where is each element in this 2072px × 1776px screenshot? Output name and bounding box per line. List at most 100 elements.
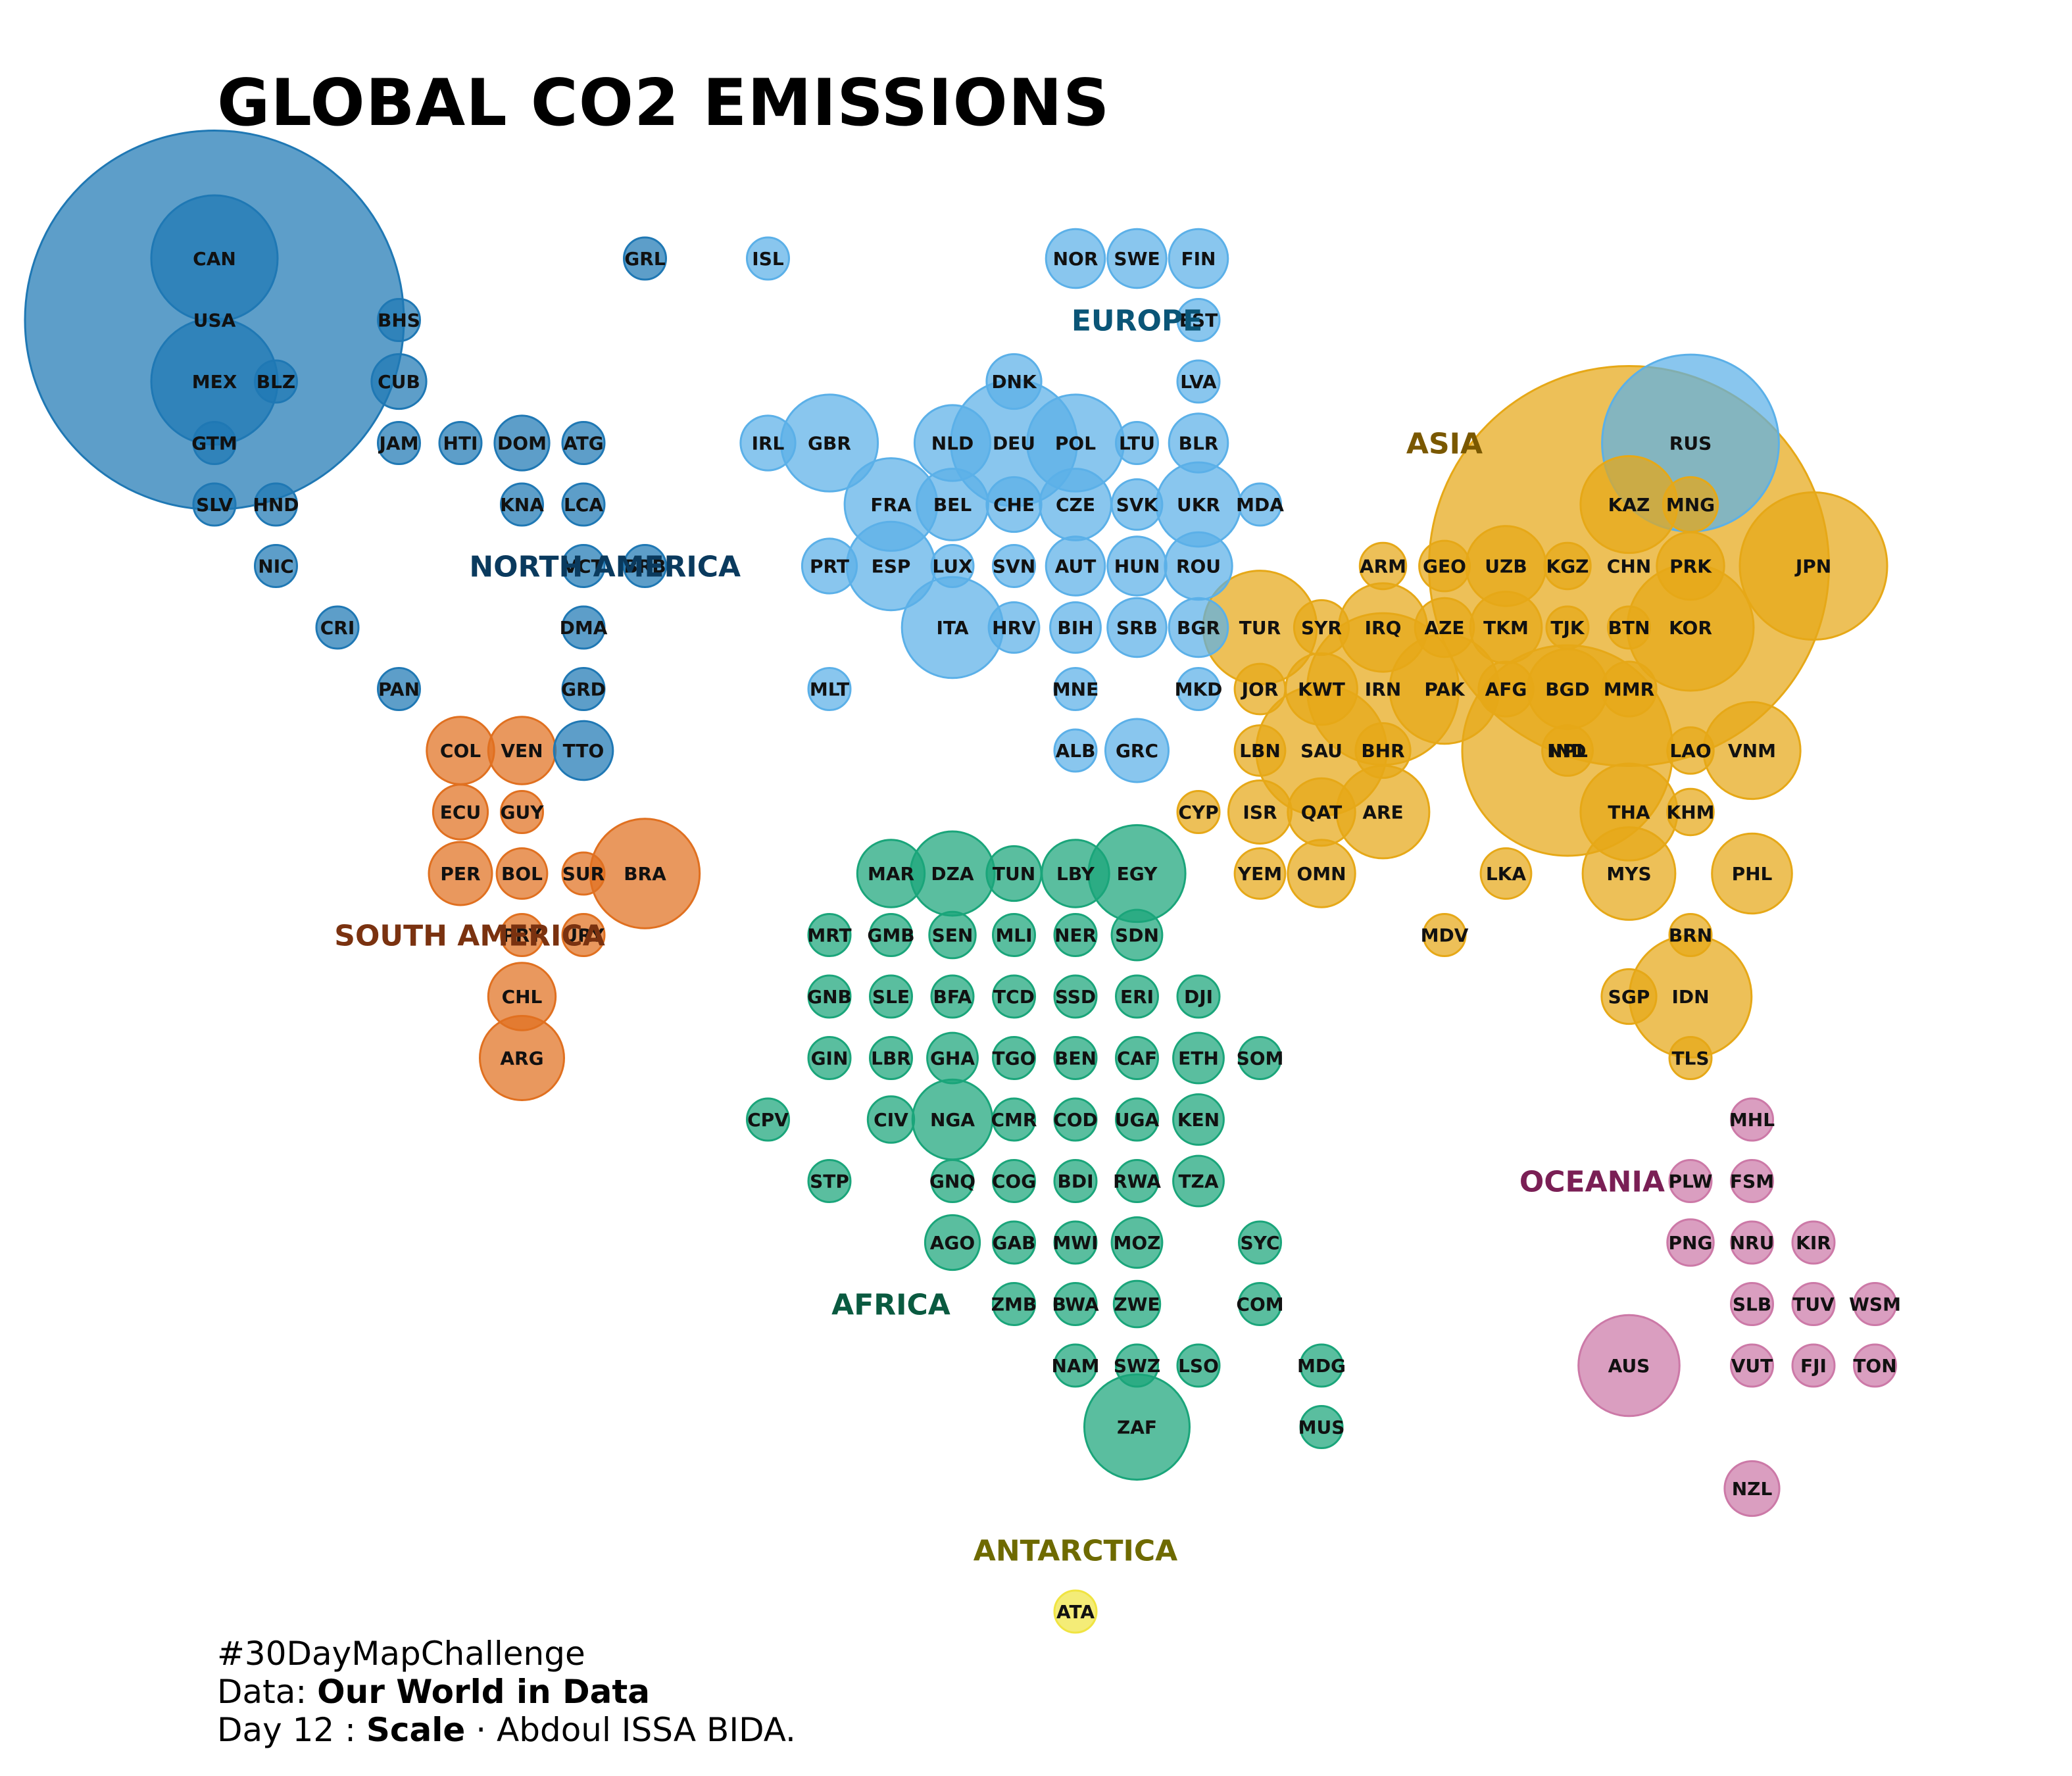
- bubble-swe: [1106, 228, 1168, 289]
- hashtag: #30DayMapChallenge: [217, 1635, 585, 1673]
- bubble-bfa: [930, 974, 975, 1019]
- bubble-gtm: [192, 421, 237, 465]
- country-code-cpv: CPV: [747, 1109, 789, 1131]
- bubble-npl: [1541, 724, 1594, 777]
- bubble-sur: [561, 851, 606, 896]
- country-code-mus: MUS: [1298, 1417, 1345, 1439]
- country-code-pan: PAN: [378, 679, 420, 701]
- country-code-brn: BRN: [1669, 925, 1712, 947]
- country-code-mex: MEX: [192, 371, 237, 393]
- country-code-mrt: MRT: [807, 925, 851, 947]
- bubble-grc: [1104, 718, 1170, 783]
- country-code-fra: FRA: [870, 494, 912, 516]
- country-code-hti: HTI: [443, 433, 478, 455]
- country-code-gha: GHA: [930, 1048, 975, 1070]
- country-code-cmr: CMR: [991, 1109, 1037, 1131]
- country-code-lva: LVA: [1180, 371, 1217, 393]
- country-code-mda: MDA: [1236, 494, 1284, 516]
- bubble-rwa: [1115, 1159, 1159, 1203]
- country-code-tls: TLS: [1671, 1048, 1709, 1070]
- country-code-layer: CAN USA MEX BLZ GTM SLV HND NIC CRI PAN BHS CUB JAM H…: [191, 248, 1901, 1623]
- country-code-kna: KNA: [500, 494, 544, 516]
- country-code-nld: NLD: [931, 433, 974, 455]
- country-code-grl: GRL: [624, 248, 666, 270]
- country-code-dnk: DNK: [991, 371, 1037, 393]
- country-code-gin: GIN: [811, 1048, 849, 1070]
- bubble-cod: [1053, 1097, 1098, 1142]
- bubble-mys: [1581, 826, 1677, 921]
- country-code-bwa: BWA: [1052, 1294, 1098, 1316]
- bubble-alb: [1053, 728, 1098, 773]
- bubble-ssd: [1053, 974, 1098, 1019]
- bubble-jpn: [1739, 491, 1888, 641]
- country-code-npl: NPL: [1547, 740, 1588, 762]
- country-code-hun: HUN: [1114, 556, 1160, 578]
- country-code-tuv: TUV: [1792, 1294, 1835, 1316]
- bubble-isl: [746, 236, 790, 281]
- bubble-guy: [500, 790, 544, 834]
- bubble-nic: [254, 544, 298, 588]
- bubble-gnb: [807, 974, 852, 1019]
- bubble-swz: [1115, 1343, 1159, 1388]
- country-code-nga: NGA: [930, 1109, 975, 1131]
- country-code-ltu: LTU: [1119, 433, 1155, 455]
- country-code-vct: VCT: [563, 556, 603, 578]
- bubble-mda: [1238, 482, 1282, 527]
- bubble-lao: [1666, 726, 1715, 775]
- bubble-geo: [1418, 539, 1471, 593]
- country-code-khm: KHM: [1667, 802, 1715, 824]
- country-code-afg: AFG: [1485, 679, 1527, 701]
- country-code-fsm: FSM: [1730, 1171, 1774, 1193]
- bubble-arm: [1358, 541, 1408, 591]
- bubble-mdg: [1299, 1343, 1344, 1388]
- data-source: Our World in Data: [317, 1673, 651, 1711]
- country-code-png: PNG: [1669, 1232, 1713, 1254]
- country-code-civ: CIV: [874, 1109, 908, 1131]
- country-code-uga: UGA: [1115, 1109, 1160, 1131]
- bubble-zmb: [992, 1282, 1036, 1326]
- bubble-som: [1238, 1036, 1282, 1080]
- bubble-fji: [1791, 1343, 1836, 1388]
- country-code-irn: IRN: [1365, 679, 1401, 701]
- bubble-vut: [1730, 1343, 1774, 1388]
- country-code-ner: NER: [1054, 925, 1097, 947]
- bubble-stp: [807, 1159, 852, 1203]
- country-code-qat: QAT: [1301, 802, 1342, 824]
- country-code-swz: SWZ: [1114, 1355, 1160, 1377]
- country-code-bgr: BGR: [1177, 617, 1220, 639]
- bubble-png: [1666, 1218, 1715, 1267]
- country-code-zmb: ZMB: [991, 1294, 1037, 1316]
- country-code-bol: BOL: [501, 863, 543, 885]
- bubble-aus: [1577, 1314, 1681, 1418]
- bubble-mwi: [1053, 1220, 1098, 1265]
- country-code-ind: IND: [1548, 740, 1586, 762]
- country-code-bih: BIH: [1057, 617, 1093, 639]
- bubble-ecu: [432, 783, 489, 841]
- bubble-hti: [438, 421, 483, 465]
- bubble-mar: [856, 839, 926, 908]
- country-code-ssd: SSD: [1055, 986, 1096, 1008]
- bubble-tun: [985, 845, 1043, 902]
- bubble-cpv: [746, 1097, 790, 1142]
- day-prefix: Day 12 :: [217, 1711, 366, 1749]
- bubble-nam: [1053, 1343, 1098, 1388]
- country-code-slb: SLB: [1733, 1294, 1771, 1316]
- country-code-atg: ATG: [563, 433, 604, 455]
- country-code-pol: POL: [1055, 433, 1096, 455]
- bubble-wsm: [1853, 1282, 1897, 1326]
- country-code-ken: KEN: [1177, 1109, 1220, 1131]
- bubble-layer: [24, 130, 1897, 1634]
- country-code-nru: NRU: [1730, 1232, 1775, 1254]
- country-code-isr: ISR: [1243, 802, 1277, 824]
- country-code-prk: PRK: [1669, 556, 1712, 578]
- country-code-cyp: CYP: [1178, 802, 1218, 824]
- bubble-cog: [992, 1159, 1036, 1203]
- country-code-mdg: MDG: [1297, 1355, 1346, 1377]
- country-code-lca: LCA: [564, 494, 603, 516]
- bubble-svn: [992, 544, 1036, 588]
- country-code-bhr: BHR: [1361, 740, 1404, 762]
- country-code-yem: YEM: [1237, 863, 1282, 885]
- country-code-dma: DMA: [560, 617, 608, 639]
- country-code-swe: SWE: [1114, 248, 1160, 270]
- bubble-sen: [928, 910, 977, 960]
